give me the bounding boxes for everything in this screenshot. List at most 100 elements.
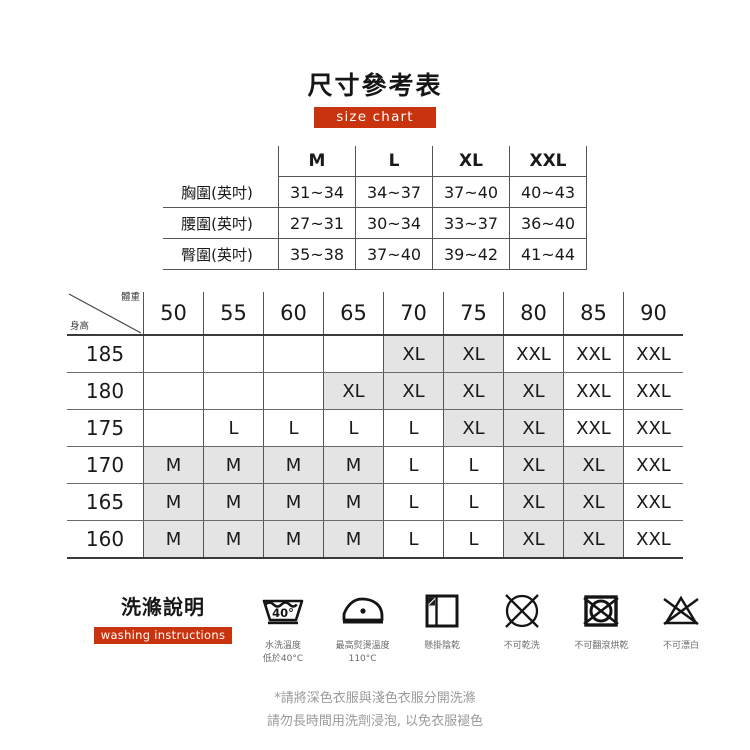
matrix-row: 180 XL XL XL XL XXL XXL: [67, 372, 683, 411]
matrix-height-label-165: 165: [67, 483, 144, 522]
washing-icon-row: 40° 水洗溫度 低於40°C 最高熨燙溫度 110°C 懸掛陰乾 不可乾洗 不可翻滾烘乾…: [238, 589, 750, 666]
size-table-head: M L XL XXL: [163, 146, 587, 178]
footer-notes: *請將深色衣服與淺色衣服分開洗滌 請勿長時間用洗劑浸泡, 以免衣服褪色: [0, 688, 750, 734]
matrix-cell: XXL: [563, 372, 624, 411]
matrix-cell: M: [143, 520, 204, 560]
no-dry-clean-icon: [483, 589, 561, 633]
size-measure-label: 腰圍(英吋): [163, 207, 279, 240]
iron-one-dot-icon: [324, 589, 402, 633]
page-title-block: 尺寸參考表 size chart: [0, 0, 750, 129]
matrix-cell: XXL: [623, 483, 683, 522]
matrix-cell: M: [323, 520, 384, 560]
diagonal-divider-icon: [67, 292, 143, 334]
size-table-header-row: M L XL XXL: [163, 146, 587, 178]
matrix-cell: M: [263, 520, 324, 560]
washing-item-label: 不可乾洗: [503, 641, 540, 652]
matrix-height-label-175: 175: [67, 409, 144, 448]
matrix-cell: XXL: [623, 446, 683, 485]
page-subtitle-badge: size chart: [314, 106, 436, 129]
size-column-header-m: M: [278, 146, 356, 178]
page-subtitle-wrap: size chart: [0, 106, 750, 129]
matrix-cell: XL: [503, 483, 564, 522]
size-measure-cell: 27~31: [278, 207, 356, 240]
matrix-weight-header-85: 85: [563, 292, 624, 337]
matrix-cell: L: [263, 409, 324, 448]
size-measure-cell: 39~42: [432, 238, 510, 271]
matrix-weight-header-80: 80: [503, 292, 564, 337]
matrix-row: 170 M M M M L L XL XL XXL: [67, 446, 683, 485]
matrix-cell: [143, 372, 204, 411]
washing-item: 不可漂白: [642, 589, 720, 666]
matrix-cell: L: [443, 483, 504, 522]
svg-text:40°: 40°: [272, 606, 294, 620]
footer-note-line: 請勿長時間用洗劑浸泡, 以免衣服褪色: [266, 714, 484, 730]
matrix-cell: XL: [383, 372, 444, 411]
matrix-row: 160 M M M M L L XL XL XXL: [67, 520, 683, 560]
size-table-body: 胸圍(英吋) 31~34 34~37 37~40 40~43 腰圍(英吋) 27~31 30~…: [163, 176, 587, 271]
matrix-height-axis-label: 身高: [70, 320, 90, 332]
size-measure-cell: 40~43: [509, 176, 587, 209]
matrix-header-row: 體重 身高 50 55 60 65 70 75 80 85 90: [67, 292, 683, 337]
size-measure-cell: 37~40: [432, 176, 510, 209]
matrix-cell: XL: [443, 409, 504, 448]
matrix-height-label-160: 160: [67, 520, 144, 560]
size-column-header-l: L: [355, 146, 433, 178]
matrix-cell: XXL: [503, 335, 564, 374]
matrix-cell: [143, 335, 204, 374]
height-weight-size-matrix: 體重 身高 50 55 60 65 70 75 80 85 90 185 XL XL XXL XXL XX…: [67, 292, 683, 560]
matrix-cell: XXL: [623, 409, 683, 448]
matrix-cell: XXL: [623, 335, 683, 374]
matrix-cell: [203, 372, 264, 411]
matrix-corner-cell: 體重 身高: [67, 292, 144, 337]
washing-item: 不可乾洗: [483, 589, 561, 666]
matrix-cell: XXL: [623, 372, 683, 411]
size-measure-cell: 34~37: [355, 176, 433, 209]
size-measure-cell: 30~34: [355, 207, 433, 240]
matrix-row: 165 M M M M L L XL XL XXL: [67, 483, 683, 522]
matrix-height-label-180: 180: [67, 372, 144, 411]
washing-item-label: 懸掛陰乾: [424, 641, 461, 652]
matrix-weight-header-70: 70: [383, 292, 444, 337]
washing-heading-badge: washing instructions: [93, 627, 233, 645]
matrix-cell: [263, 335, 324, 374]
matrix-cell: XL: [503, 409, 564, 448]
matrix-cell: L: [443, 446, 504, 485]
matrix-cell: XL: [383, 335, 444, 374]
washing-item-label: 最高熨燙溫度 110°C: [335, 641, 390, 665]
matrix-weight-header-65: 65: [323, 292, 384, 337]
matrix-cell: M: [143, 483, 204, 522]
washing-heading-zh: 洗滌說明: [121, 595, 205, 620]
washing-heading-block: 洗滌說明 washing instructions: [88, 589, 238, 645]
matrix-weight-header-55: 55: [203, 292, 264, 337]
size-matrix-container: 體重 身高 50 55 60 65 70 75 80 85 90 185 XL XL XXL XXL XX…: [0, 292, 750, 560]
matrix-cell: XXL: [563, 335, 624, 374]
matrix-cell: L: [443, 520, 504, 560]
matrix-cell: L: [383, 446, 444, 485]
matrix-cell: M: [323, 483, 384, 522]
matrix-head: 體重 身高 50 55 60 65 70 75 80 85 90: [67, 292, 683, 337]
matrix-cell: XL: [443, 335, 504, 374]
size-table-row: 胸圍(英吋) 31~34 34~37 37~40 40~43: [163, 176, 587, 209]
size-table-container: M L XL XXL 胸圍(英吋) 31~34 34~37 37~40 40~43 腰圍(英吋)…: [0, 146, 750, 271]
washing-item: 不可翻滾烘乾: [562, 589, 640, 666]
matrix-cell: XL: [443, 372, 504, 411]
size-column-header-xxl: XXL: [509, 146, 587, 178]
matrix-cell: XXL: [563, 409, 624, 448]
matrix-cell: [203, 335, 264, 374]
matrix-cell: [323, 335, 384, 374]
matrix-cell: XL: [563, 483, 624, 522]
matrix-row: 175 L L L L XL XL XXL XXL: [67, 409, 683, 448]
matrix-cell: M: [203, 483, 264, 522]
washing-item-label: 不可翻滾烘乾: [574, 641, 629, 652]
matrix-height-label-185: 185: [67, 335, 144, 374]
matrix-weight-header-90: 90: [623, 292, 683, 337]
matrix-cell: L: [323, 409, 384, 448]
matrix-cell: XL: [503, 372, 564, 411]
matrix-cell: L: [383, 483, 444, 522]
size-table-corner-cell: [163, 146, 279, 177]
matrix-weight-axis-label: 體重: [120, 292, 140, 304]
hang-dry-shade-icon: [403, 589, 481, 633]
matrix-cell: XL: [503, 446, 564, 485]
no-tumble-dry-icon: [562, 589, 640, 633]
matrix-cell: XL: [563, 446, 624, 485]
